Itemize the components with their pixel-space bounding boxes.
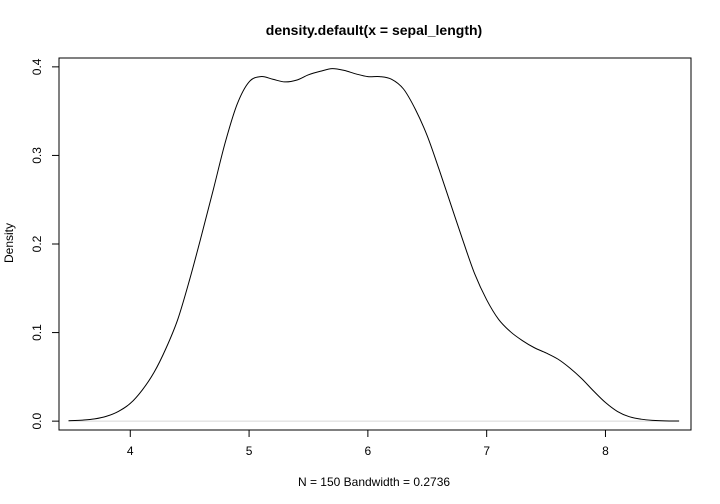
y-axis-label: Density xyxy=(2,223,16,263)
plot-frame xyxy=(58,57,692,431)
x-tick-label: 6 xyxy=(365,444,372,458)
y-tick-label: 0.3 xyxy=(30,147,44,164)
x-tick-label: 5 xyxy=(246,444,253,458)
density-curve xyxy=(68,68,680,422)
x-tick-label: 4 xyxy=(127,444,134,458)
chart-title: density.default(x = sepal_length) xyxy=(266,22,482,38)
x-axis: 4 5 6 7 8 xyxy=(127,429,609,458)
y-tick-label: 0.0 xyxy=(30,412,44,429)
x-tick-label: 7 xyxy=(483,444,490,458)
y-tick-label: 0.4 xyxy=(30,58,44,75)
y-tick-label: 0.1 xyxy=(30,324,44,341)
y-tick-label: 0.2 xyxy=(30,235,44,252)
plot-area xyxy=(68,68,680,422)
y-axis: 0.0 0.1 0.2 0.3 0.4 xyxy=(30,58,60,429)
x-tick-label: 8 xyxy=(602,444,609,458)
x-axis-label: N = 150 Bandwidth = 0.2736 xyxy=(298,475,450,489)
